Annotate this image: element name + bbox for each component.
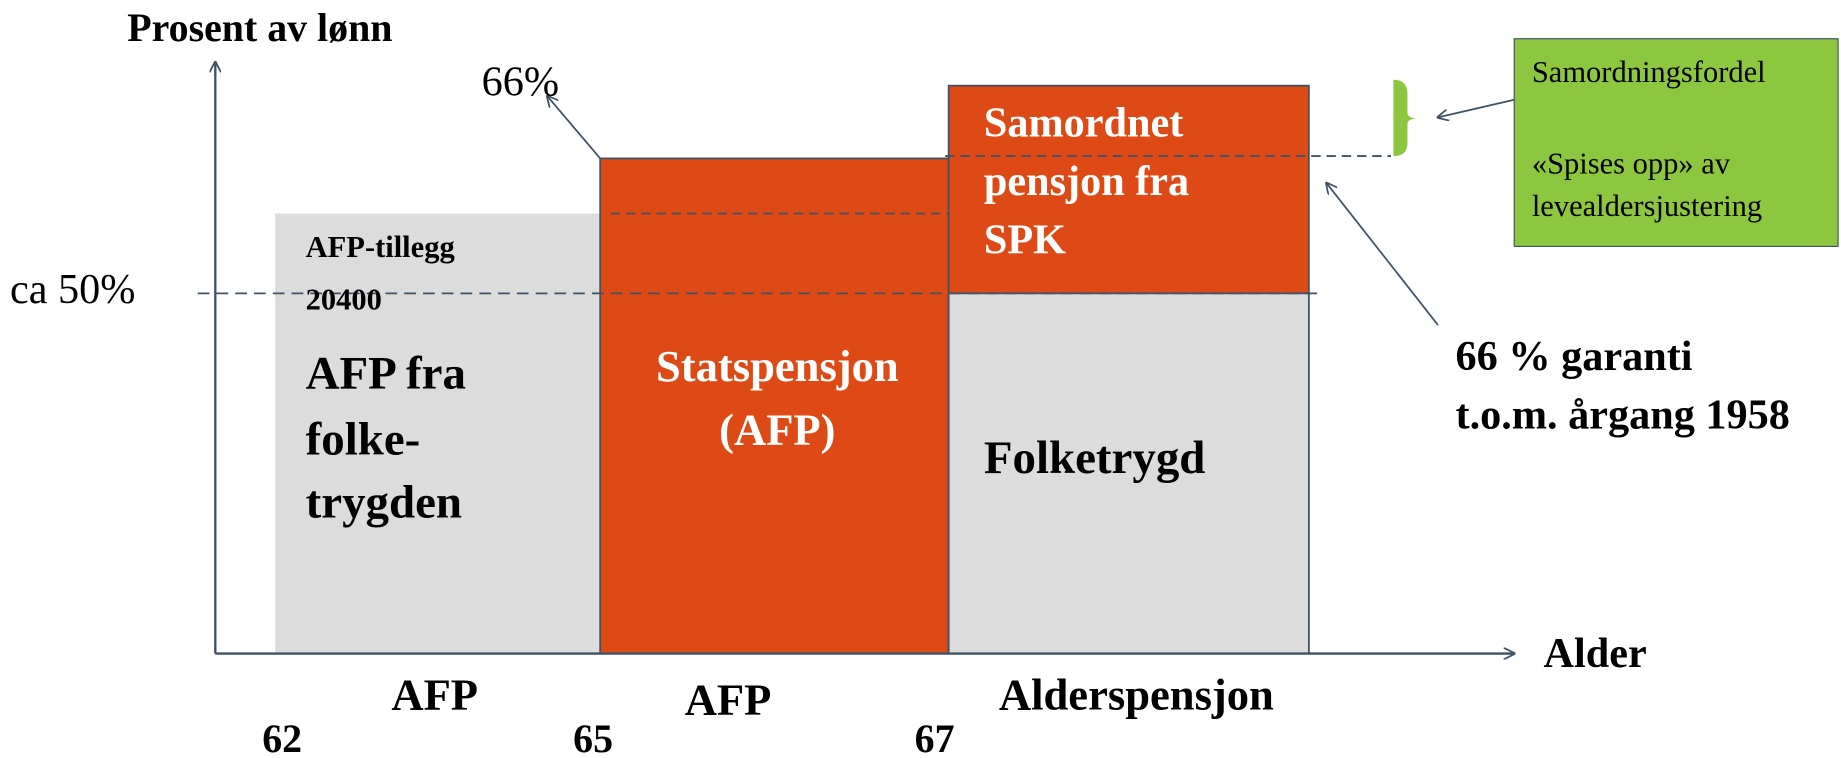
guarantee-text: t.o.m. årgang 1958	[1456, 392, 1790, 439]
note-box	[1513, 38, 1839, 247]
age-label: 65	[573, 716, 613, 758]
note-text: levealdersjustering	[1532, 189, 1762, 223]
arrow-guarantee	[1326, 183, 1439, 326]
samordnet-block	[947, 84, 1310, 295]
period-label: AFP	[685, 674, 772, 724]
period-label: AFP	[391, 670, 478, 720]
addon: AFP-tillegg	[306, 230, 455, 264]
bracket	[1393, 79, 1419, 157]
guarantee-text: 66 % garanti	[1456, 333, 1693, 380]
block-label: (AFP)	[719, 404, 835, 454]
block-label: pensjon fra	[984, 158, 1189, 205]
age-label: 62	[262, 716, 302, 758]
age-label: 67	[915, 716, 955, 758]
level-66: 66%	[482, 58, 559, 105]
block-label: Statspensjon	[656, 341, 899, 391]
block-label: SPK	[984, 217, 1066, 264]
period-label: Alderspensjon	[999, 670, 1274, 720]
y-label: Prosent av lønn	[127, 5, 392, 50]
arrow-note	[1438, 98, 1515, 118]
block-label: Folketrygd	[984, 432, 1206, 484]
statspensjon-block	[599, 157, 950, 655]
block-label: folke-	[306, 413, 421, 465]
afp-folketrygd-block	[275, 213, 601, 654]
level-50: ca 50%	[10, 266, 135, 313]
block-label: trygden	[306, 477, 462, 529]
block-label: AFP fra	[306, 348, 466, 400]
note-text: Samordningsfordel	[1532, 55, 1766, 89]
block-label: Samordnet	[984, 99, 1183, 146]
addon: 20400	[306, 283, 382, 317]
x-label: Alder	[1544, 630, 1647, 677]
note-text: «Spises opp» av	[1532, 147, 1731, 181]
arrow-66	[547, 96, 601, 159]
folketrygd-block	[947, 292, 1310, 655]
